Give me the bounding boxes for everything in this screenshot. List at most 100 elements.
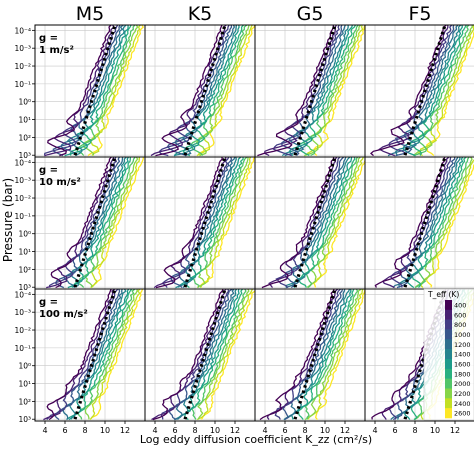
series-line-teff-2600 <box>200 289 255 420</box>
colorbar-swatch-1800 <box>445 368 452 379</box>
y-axis-label: Pressure (bar) <box>1 178 15 262</box>
colorbar-label-1400: 1400 <box>454 351 471 359</box>
series-line-teff-2000 <box>77 289 136 420</box>
reference-dotted-line <box>403 157 447 288</box>
colorbar-label-1200: 1200 <box>454 341 471 349</box>
panel-m5-row-2: 10⁻⁴ 10⁻³ 10⁻² 10⁻¹ 10⁰ 10¹ 10² 10³ g =10 m/s² <box>14 156 146 292</box>
series-line-teff-600 <box>151 289 227 421</box>
reference-dotted-line <box>293 25 337 156</box>
panel-m5-row-3: 10⁻⁴ 10⁻³ 10⁻² 10⁻¹ 10⁰ 10¹ 10² 10³ 4 6 8 10 12 g =10… <box>14 288 146 435</box>
series-line-teff-2000 <box>304 289 359 420</box>
series-line-teff-2400 <box>307 289 364 420</box>
reference-dotted-line <box>293 157 337 288</box>
reference-dotted-line <box>73 25 117 156</box>
series-group <box>374 157 474 289</box>
series-line-teff-2600 <box>426 163 474 288</box>
series-line-teff-400 <box>374 157 446 288</box>
series-line-teff-400 <box>155 157 223 289</box>
series-line-teff-2400 <box>196 25 253 157</box>
y-tick-label: 10⁻² <box>14 326 31 335</box>
series-line-teff-1800 <box>183 157 244 289</box>
reference-dotted-line <box>403 25 447 156</box>
series-line-teff-1000 <box>396 157 456 289</box>
y-tick-label: 10³ <box>18 283 31 292</box>
colorbar-title: T_eff (K) <box>427 290 459 299</box>
colorbar-swatch-2000 <box>445 378 452 389</box>
y-tick-label: 10⁰ <box>18 362 31 371</box>
y-tick-label: 10⁻⁴ <box>14 158 31 167</box>
x-tick-label: 6 <box>392 426 397 435</box>
series-line-teff-2000 <box>77 157 136 289</box>
series-line-teff-600 <box>46 157 115 289</box>
series-line-teff-2000 <box>189 25 248 156</box>
y-tick-label: 10² <box>18 397 31 406</box>
row-label-value: 1 m/s² <box>39 45 74 56</box>
series-line-teff-1600 <box>291 157 353 289</box>
series-line-teff-1800 <box>411 157 467 289</box>
reference-dotted-line <box>73 289 117 420</box>
colorbar-swatch-1200 <box>445 339 452 350</box>
series-line-teff-2400 <box>88 25 141 157</box>
colorbar-swatch-800 <box>445 319 452 330</box>
x-axis-label: Log eddy diffusion coefficient K_zz (cm²… <box>140 433 372 446</box>
series-line-teff-400 <box>370 25 447 157</box>
y-tick-label: 10² <box>18 265 31 274</box>
colorbar-label-800: 800 <box>454 321 466 329</box>
panel-frame <box>364 288 474 422</box>
x-tick-label: 8 <box>192 426 197 435</box>
panel-g5-row-3: 4 6 8 10 12 <box>254 288 366 435</box>
series-line-teff-600 <box>378 25 449 157</box>
series-line-teff-1600 <box>290 289 352 420</box>
x-tick-label: 6 <box>282 426 287 435</box>
x-tick-label: 4 <box>42 426 47 435</box>
panel-f5-row-1 <box>364 24 474 158</box>
panel-k5-row-2 <box>144 156 256 290</box>
series-line-teff-1200 <box>62 289 123 420</box>
series-line-teff-400 <box>259 289 335 421</box>
series-line-teff-1800 <box>297 25 357 157</box>
series-line-teff-2200 <box>303 25 362 157</box>
y-tick-label: 10¹ <box>18 116 31 125</box>
series-line-teff-1800 <box>183 25 244 157</box>
series-line-teff-2200 <box>197 289 250 420</box>
colorbar-swatch-1600 <box>445 359 452 370</box>
y-tick-label: 10⁻² <box>14 62 31 71</box>
series-group <box>257 25 365 157</box>
series-line-teff-1600 <box>402 25 463 157</box>
colorbar-swatch-600 <box>445 309 452 320</box>
series-line-teff-2600 <box>198 25 255 156</box>
series-line-teff-1800 <box>184 289 244 421</box>
y-tick-label: 10³ <box>18 415 31 424</box>
colorbar-swatch-1000 <box>445 329 452 340</box>
x-tick-label: 4 <box>262 426 267 435</box>
y-tick-label: 10⁻⁴ <box>14 290 31 299</box>
series-line-teff-800 <box>46 289 119 421</box>
series-line-teff-600 <box>268 157 338 288</box>
column-title-f5: F5 <box>408 3 431 25</box>
row-label-g: g = <box>39 297 58 308</box>
y-tick-label: 10⁻² <box>14 194 31 203</box>
series-line-teff-2200 <box>84 289 138 420</box>
series-line-teff-2600 <box>199 157 255 288</box>
series-line-teff-2600 <box>313 159 365 288</box>
series-line-teff-1000 <box>282 289 343 421</box>
series-line-teff-2000 <box>414 157 470 289</box>
series-line-teff-400 <box>47 25 112 157</box>
colorbar-label-1000: 1000 <box>454 331 471 339</box>
x-tick-label: 12 <box>340 426 350 435</box>
series-line-teff-1400 <box>395 25 462 156</box>
x-tick-label: 4 <box>152 426 157 435</box>
series-line-teff-600 <box>44 25 115 157</box>
x-tick-label: 12 <box>450 426 460 435</box>
series-line-teff-800 <box>43 25 119 156</box>
panel-m5-row-1: 10⁻⁴ 10⁻³ 10⁻² 10⁻¹ 10⁰ 10¹ 10² 10³ g =1 m/s² <box>14 24 146 160</box>
series-line-teff-1400 <box>173 25 238 157</box>
series-line-teff-1200 <box>387 25 459 157</box>
panel-g5-row-2 <box>254 156 366 290</box>
x-tick-label: 12 <box>230 426 240 435</box>
series-group <box>259 289 365 421</box>
y-tick-label: 10⁻¹ <box>14 80 31 89</box>
y-tick-label: 10⁰ <box>18 230 31 239</box>
series-line-teff-2600 <box>314 289 365 420</box>
